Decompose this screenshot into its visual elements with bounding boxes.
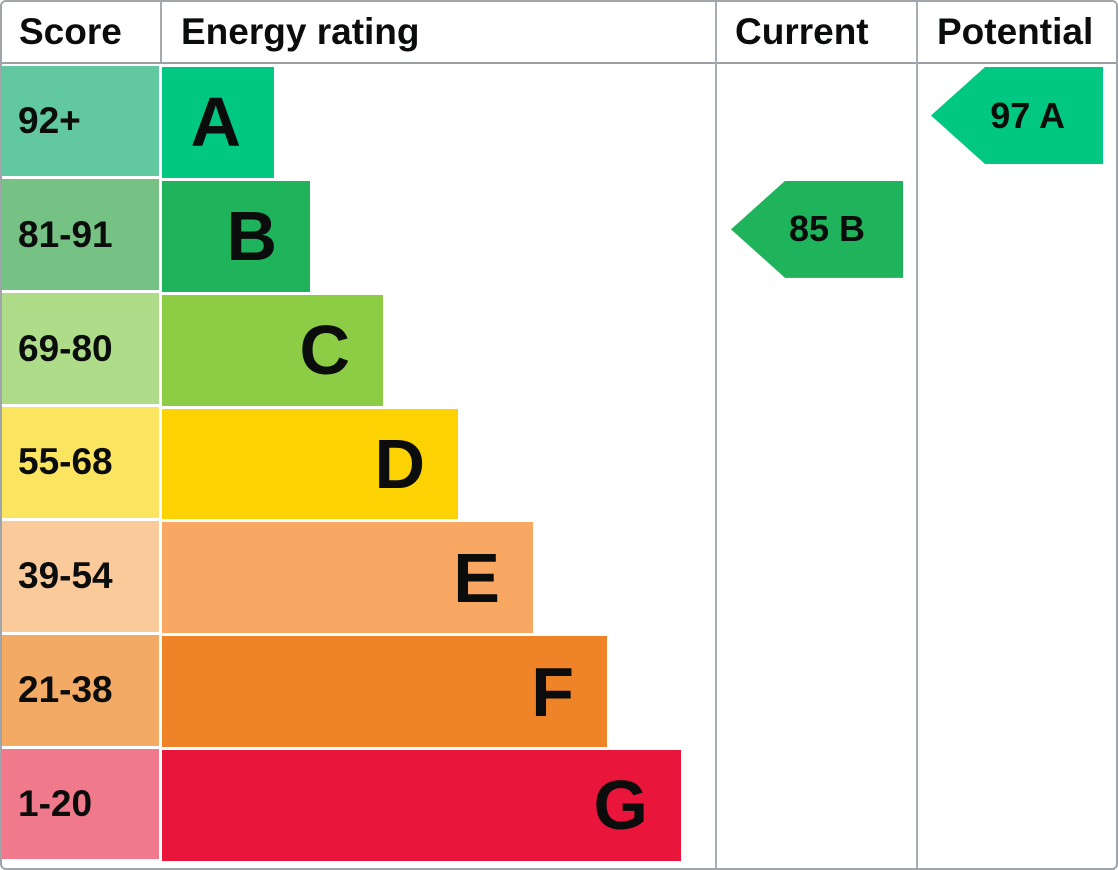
score-range-label: 69-80: [2, 293, 159, 405]
band-letter-e: E: [453, 538, 500, 617]
band-letter-f: F: [531, 652, 574, 731]
band-row-g: 1-20 G: [2, 747, 1116, 861]
band-bar-g: G: [162, 750, 681, 861]
column-header-current: Current: [735, 11, 869, 52]
band-bar-d: D: [162, 408, 458, 520]
current-rating-label: 85 B: [788, 208, 865, 250]
band-row-e: 39-54 E: [2, 519, 1116, 634]
band-letter-b: B: [226, 197, 277, 276]
score-range-label: 1-20: [2, 748, 159, 860]
band-row-c: 69-80 C: [2, 292, 1116, 406]
band-bar-e: E: [162, 522, 533, 634]
band-row-b: 81-91 B 85 B: [2, 178, 1116, 292]
table-header: Score Energy rating Current Potential: [2, 2, 1116, 64]
potential-column-divider: [916, 2, 918, 868]
score-range-label: 55-68: [2, 407, 159, 518]
band-bar-f: F: [162, 636, 607, 748]
band-bar-b: B: [162, 180, 310, 292]
band-letter-c: C: [299, 311, 350, 390]
band-bar-c: C: [162, 294, 383, 406]
score-range-label: 81-91: [2, 179, 159, 291]
band-letter-g: G: [593, 766, 648, 845]
band-letter-d: D: [374, 424, 425, 503]
score-range-label: 92+: [2, 65, 159, 177]
score-range-label: 21-38: [2, 634, 159, 746]
band-row-a: 92+ A 97 A: [2, 64, 1116, 178]
column-header-score: Score: [19, 11, 122, 52]
band-bar-a: A: [162, 67, 274, 178]
potential-rating-label: 97 A: [990, 94, 1065, 136]
potential-rating-arrow: 97 A: [931, 67, 1103, 164]
band-rows: 92+ A 97 A 81-91 B 85 B 69-80 C 55-68: [2, 64, 1116, 861]
current-rating-arrow: 85 B: [731, 180, 903, 278]
column-header-potential: Potential: [937, 11, 1094, 52]
current-column-divider: [715, 2, 717, 868]
band-row-d: 55-68 D: [2, 406, 1116, 520]
band-row-f: 21-38 F: [2, 633, 1116, 748]
band-letter-a: A: [190, 83, 241, 162]
score-rating-divider: [160, 2, 162, 62]
column-header-energy-rating: Energy rating: [181, 11, 420, 52]
score-range-label: 39-54: [2, 520, 159, 632]
